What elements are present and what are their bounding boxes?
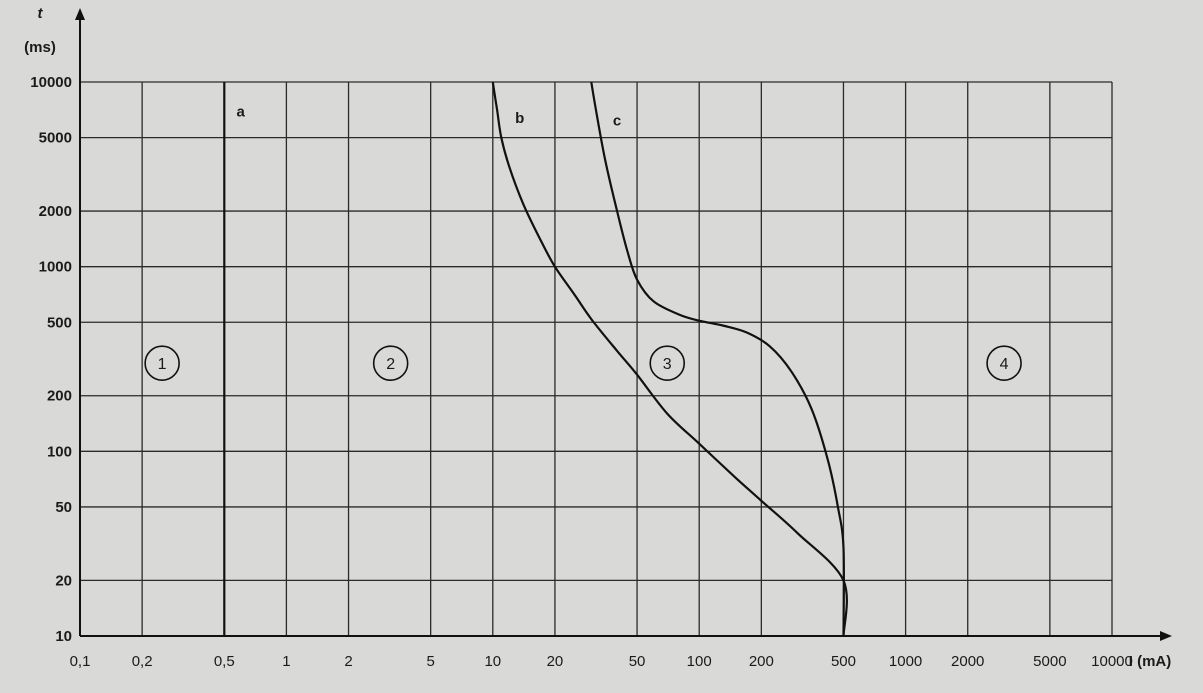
x-tick-label: 0,2 <box>132 653 153 670</box>
y-tick-label: 5000 <box>39 130 72 147</box>
curves <box>223 81 848 637</box>
zone-label: 2 <box>386 356 395 373</box>
zone-label: 4 <box>1000 356 1009 373</box>
x-tick-label: 5 <box>426 653 434 670</box>
y-axis-symbol: t <box>38 5 44 22</box>
x-tick-label: 100 <box>687 653 712 670</box>
zone-circle <box>144 345 180 382</box>
x-tick-label: 1000 <box>889 653 922 670</box>
x-tick-label: 1 <box>282 653 290 670</box>
x-tick-label: 20 <box>547 653 564 670</box>
zone-label: 1 <box>158 356 167 373</box>
y-tick-labels: 10 20 50 100 200 500 1000 2000 5000 10000 <box>30 74 72 645</box>
x-tick-labels: 0,1 0,2 0,5 1 2 5 10 20 50 100 200 500 1000 2000 5000 1… <box>70 653 1133 670</box>
zone-circle <box>372 345 409 382</box>
zone-4-marker: 4 <box>986 345 1022 382</box>
y-tick-label: 10000 <box>30 74 72 91</box>
y-tick-label: 20 <box>55 572 72 589</box>
zone-label: 3 <box>663 356 672 373</box>
y-tick-label: 10 <box>55 628 72 645</box>
x-axis-label: I (mA) <box>1129 653 1172 670</box>
x-tick-label: 2 <box>344 653 352 670</box>
x-tick-label: 500 <box>831 653 856 670</box>
x-tick-label: 10 <box>484 653 501 670</box>
y-tick-label: 500 <box>47 314 72 331</box>
axes <box>75 8 1172 641</box>
curve-c <box>590 81 845 637</box>
zone-1-marker: 1 <box>144 345 180 382</box>
y-tick-label: 2000 <box>39 203 72 220</box>
x-tick-label: 200 <box>749 653 774 670</box>
y-tick-label: 200 <box>47 388 72 405</box>
zones: 1 2 3 4 <box>144 345 1022 382</box>
x-tick-label: 5000 <box>1033 653 1066 670</box>
y-axis-arrow <box>75 8 85 20</box>
zone-2-marker: 2 <box>372 345 409 382</box>
curve-b <box>491 81 848 637</box>
curve-label-b: b <box>515 110 524 127</box>
x-tick-label: 10000 <box>1091 653 1133 670</box>
y-tick-label: 100 <box>47 443 72 460</box>
grid <box>79 81 1113 637</box>
y-tick-label: 50 <box>55 499 72 516</box>
y-tick-label: 1000 <box>39 259 72 276</box>
x-tick-label: 50 <box>629 653 646 670</box>
zone-3-marker: 3 <box>649 345 686 382</box>
x-axis-arrow <box>1160 631 1172 641</box>
x-tick-label: 0,5 <box>214 653 235 670</box>
axis-titles: t (ms) I (mA) <box>24 5 1171 670</box>
zone-circle <box>649 345 686 382</box>
zone-circle <box>986 345 1022 382</box>
x-tick-label: 2000 <box>951 653 984 670</box>
curve-label-c: c <box>613 113 621 130</box>
curve-label-a: a <box>236 104 245 121</box>
y-axis-unit: (ms) <box>24 39 56 56</box>
x-tick-label: 0,1 <box>70 653 91 670</box>
curve-labels: a b c <box>236 104 621 130</box>
